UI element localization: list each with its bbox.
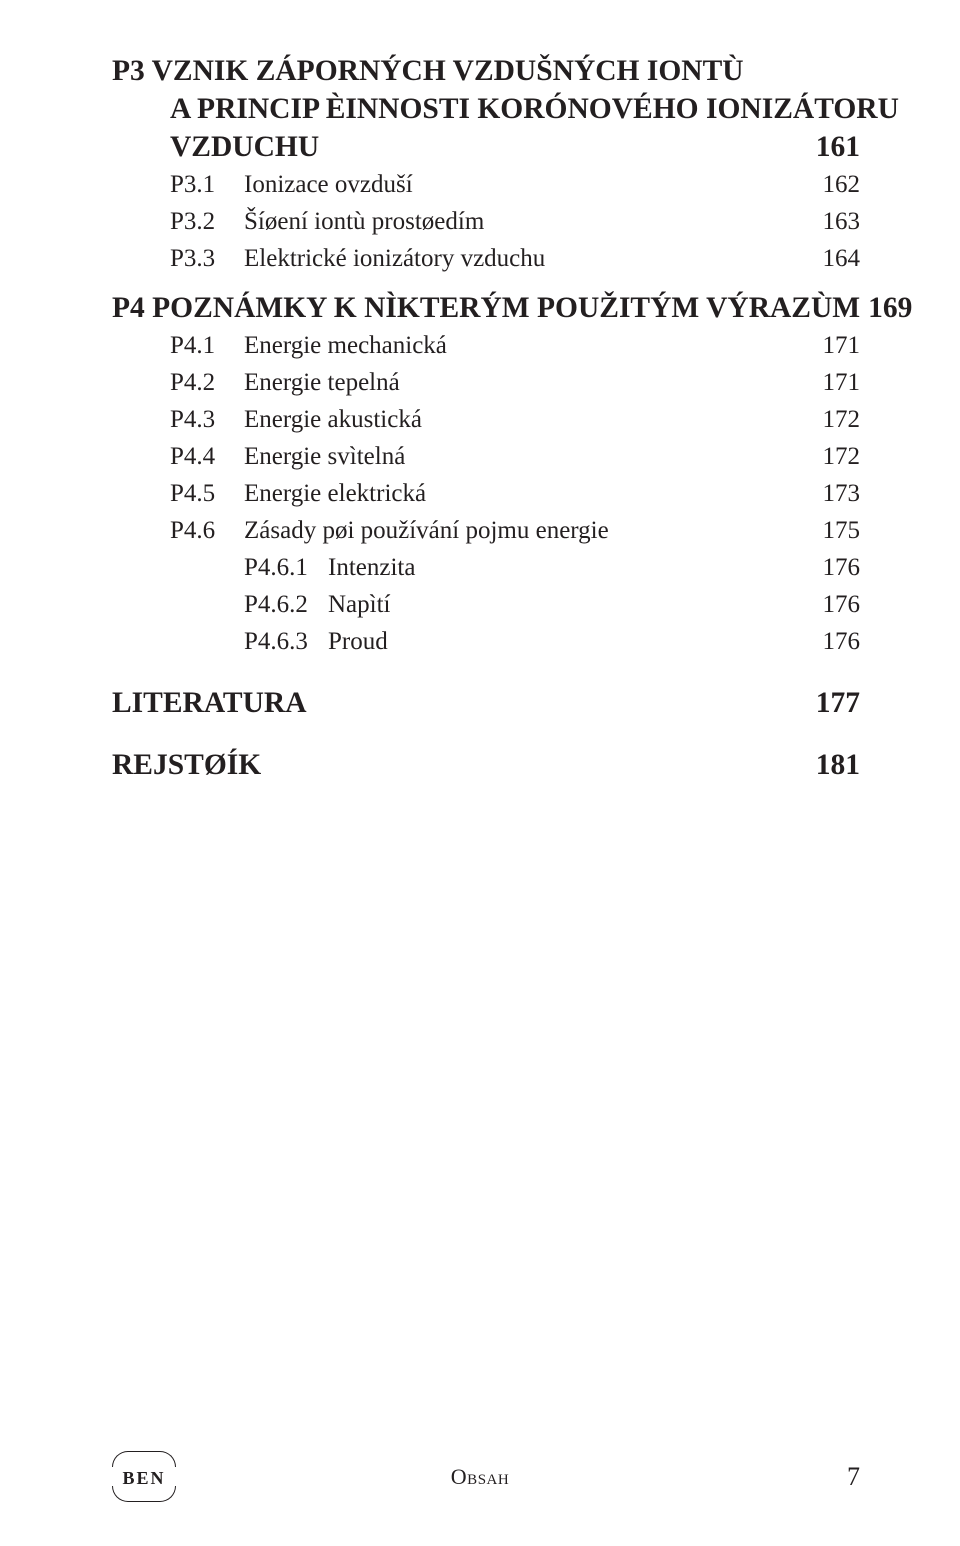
entry-label: P4.6.2Napìtí [244, 586, 391, 623]
toc-h1-p3-line2: A PRINCIP ÈINNOSTI KORÓNOVÉHO IONIZÁTORU [112, 90, 860, 128]
entry-label: P4.5Energie elektrická [170, 475, 426, 512]
publisher-logo-icon: BEN [112, 1451, 176, 1502]
entry-label: P3.3Elektrické ionizátory vzduchu [170, 240, 545, 277]
footer-page-number: 7 [847, 1462, 860, 1492]
heading-text: VZDUCHU [170, 128, 319, 166]
page-number: 172 [816, 401, 860, 438]
page-number: 181 [816, 746, 860, 784]
heading-text: REJSTØÍK [112, 746, 261, 784]
page-number: 177 [816, 684, 860, 722]
entry-label: P4.4Energie svìtelná [170, 438, 405, 475]
page-number: 173 [816, 475, 860, 512]
toc-entry: P4.3Energie akustická 172 [112, 401, 860, 438]
page-number: 164 [816, 240, 860, 277]
toc-h1-rejstrik: REJSTØÍK 181 [112, 746, 860, 784]
logo-arc-bottom [112, 1486, 176, 1502]
page-number: 176 [816, 586, 860, 623]
entry-label: P3.1Ionizace ovzduší [170, 166, 413, 203]
toc-subentry: P4.6.2Napìtí 176 [112, 586, 860, 623]
toc-subentry: P4.6.1Intenzita 176 [112, 549, 860, 586]
entry-label: P4.3Energie akustická [170, 401, 422, 438]
heading-text: LITERATURA [112, 684, 307, 722]
page-number: 169 [868, 289, 912, 327]
heading-text: P3 VZNIK ZÁPORNÝCH VZDUŠNÝCH IONTÙ [112, 52, 744, 90]
heading-text: A PRINCIP ÈINNOSTI KORÓNOVÉHO IONIZÁTORU [170, 90, 899, 128]
toc-h1-p4: P4 POZNÁMKY K NÌKTERÝM POUŽITÝM VÝRAZÙM … [112, 289, 860, 327]
page-number: 163 [816, 203, 860, 240]
page-number: 176 [816, 623, 860, 660]
table-of-contents: P3 VZNIK ZÁPORNÝCH VZDUŠNÝCH IONTÙ A PRI… [112, 52, 860, 784]
toc-entry: P4.2Energie tepelná 171 [112, 364, 860, 401]
page-footer: BEN Obsah 7 [0, 1451, 960, 1502]
toc-entry: P3.1Ionizace ovzduší 162 [112, 166, 860, 203]
page-number: 161 [816, 128, 860, 166]
page-number: 175 [816, 512, 860, 549]
entry-label: P3.2Šíøení iontù prostøedím [170, 203, 484, 240]
page-number: 176 [816, 549, 860, 586]
entry-label: P4.6.1Intenzita [244, 549, 415, 586]
toc-entry: P4.6Zásady pøi používání pojmu energie 1… [112, 512, 860, 549]
footer-section-title: Obsah [451, 1464, 509, 1490]
page-number: 171 [816, 364, 860, 401]
toc-entry: P3.3Elektrické ionizátory vzduchu 164 [112, 240, 860, 277]
toc-h1-p3-line1: P3 VZNIK ZÁPORNÝCH VZDUŠNÝCH IONTÙ [112, 52, 860, 90]
entry-label: P4.6.3Proud [244, 623, 388, 660]
logo-arc-top [112, 1451, 176, 1467]
page-number: 171 [816, 327, 860, 364]
toc-entry: P3.2Šíøení iontù prostøedím 163 [112, 203, 860, 240]
toc-entry: P4.4Energie svìtelná 172 [112, 438, 860, 475]
toc-h1-p3-line3: VZDUCHU 161 [112, 128, 860, 166]
toc-subentry: P4.6.3Proud 176 [112, 623, 860, 660]
toc-entry: P4.1Energie mechanická 171 [112, 327, 860, 364]
entry-label: P4.6Zásady pøi používání pojmu energie [170, 512, 609, 549]
toc-h1-literatura: LITERATURA 177 [112, 684, 860, 722]
entry-label: P4.1Energie mechanická [170, 327, 447, 364]
page-number: 172 [816, 438, 860, 475]
page-number: 162 [816, 166, 860, 203]
entry-label: P4.2Energie tepelná [170, 364, 400, 401]
logo-text: BEN [122, 1469, 165, 1487]
heading-text: P4 POZNÁMKY K NÌKTERÝM POUŽITÝM VÝRAZÙM [112, 289, 860, 327]
toc-entry: P4.5Energie elektrická 173 [112, 475, 860, 512]
